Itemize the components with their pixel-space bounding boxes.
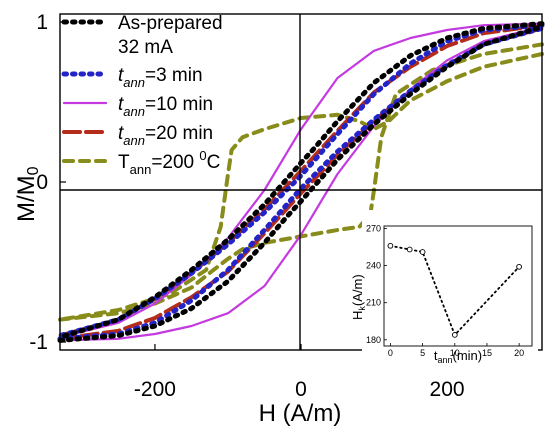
y-axis-title-sub: 0 xyxy=(25,166,42,175)
inset-x-tick-label: 15 xyxy=(482,348,492,358)
inset-y-tick-label: 210 xyxy=(366,298,381,308)
inset-data-point xyxy=(516,263,522,270)
legend-label-value: =200 xyxy=(151,152,199,173)
inset-y-title-sub: k xyxy=(357,306,367,311)
inset-x-axis-title: tann(min) xyxy=(434,348,482,365)
x-tick-label: 0 xyxy=(295,378,307,401)
legend-label-asprep: As-prepared xyxy=(118,13,223,34)
series-t3-lower-branch xyxy=(57,25,545,342)
legend-label-t3: tann=3 min xyxy=(118,65,203,90)
legend-label-sub: ann xyxy=(123,133,145,148)
legend-label-value: =10 min xyxy=(145,94,213,115)
series-t10-lower-branch xyxy=(58,25,544,342)
x-tick-label: 200 xyxy=(430,378,465,401)
inset-y-tick-label: 270 xyxy=(366,223,381,233)
inset-x-tick-label: 5 xyxy=(420,348,425,358)
y-tick-label: -1 xyxy=(29,331,48,354)
inset-y-title-post: (A/m) xyxy=(350,274,365,306)
legend-label-T200: Tann=200 0C xyxy=(118,148,220,177)
y-tick-label: 1 xyxy=(36,11,48,34)
legend-label-value: =20 min xyxy=(145,123,213,144)
series-asprep-lower-branch xyxy=(57,24,545,343)
series-T200-lower-branch xyxy=(58,42,544,322)
x-axis-title: H (A/m) xyxy=(259,400,342,427)
series-t10-upper-branch xyxy=(58,22,544,339)
legend-label-t20: tann=20 min xyxy=(118,123,213,148)
legend-label-main: t xyxy=(118,123,124,144)
inset-y-tick-label: 180 xyxy=(366,335,381,345)
legend-label-main: T xyxy=(118,152,130,173)
inset-data-point xyxy=(387,242,394,249)
series-t3-upper-branch xyxy=(57,22,545,339)
axis-layer: -200 0 200 -1 0 1 xyxy=(29,11,464,401)
legend-label-unit: C xyxy=(207,152,221,173)
legend-label-value: =3 min xyxy=(145,65,203,86)
x-tick-label: -200 xyxy=(134,378,176,401)
inset-data-point xyxy=(419,249,426,255)
legend-label-sub: ann xyxy=(123,104,145,119)
inset-axis-layer: 0 5 10 15 20 180 210 240 270 xyxy=(366,223,524,358)
series-T200-upper-branch xyxy=(58,52,544,322)
series-asprep-upper-branch xyxy=(57,21,545,340)
inset-background xyxy=(362,210,538,370)
inset-frame xyxy=(383,225,533,347)
inset-x-tick-label: 0 xyxy=(388,348,393,358)
inset-chart: 0 5 10 15 20 180 210 240 270 Hk(A/m) tann(min) xyxy=(350,210,538,370)
legend-label-sub: ann xyxy=(123,75,145,90)
legend-label-sub: ann xyxy=(130,162,152,177)
inset-y-title-main: H xyxy=(350,311,365,320)
legend-label-sup: 0 xyxy=(199,148,206,163)
inset-x-tick-label: 10 xyxy=(450,348,460,358)
inset-x-tick-label: 20 xyxy=(514,348,524,358)
y-axis-title: M/M0 xyxy=(13,166,42,222)
inset-x-title-sub: ann xyxy=(437,355,452,365)
legend-label-main: t xyxy=(118,94,124,115)
inset-x-title-post: (min) xyxy=(453,348,483,363)
y-tick-label: 0 xyxy=(36,171,48,194)
inset-series-layer xyxy=(387,242,522,338)
inset-x-title-main: t xyxy=(434,348,438,363)
legend-label-t10: tann=10 min xyxy=(118,94,213,119)
inset-data-point xyxy=(406,246,413,253)
inset-data-point xyxy=(451,332,458,338)
inset-y-axis-title: Hk(A/m) xyxy=(350,274,367,320)
legend-label-main: t xyxy=(118,65,124,86)
series-layer xyxy=(57,21,545,343)
inset-y-tick-label: 240 xyxy=(366,261,381,271)
legend-label-asprep: 32 mA xyxy=(118,37,173,58)
y-axis-title-main: M/M xyxy=(13,175,40,222)
